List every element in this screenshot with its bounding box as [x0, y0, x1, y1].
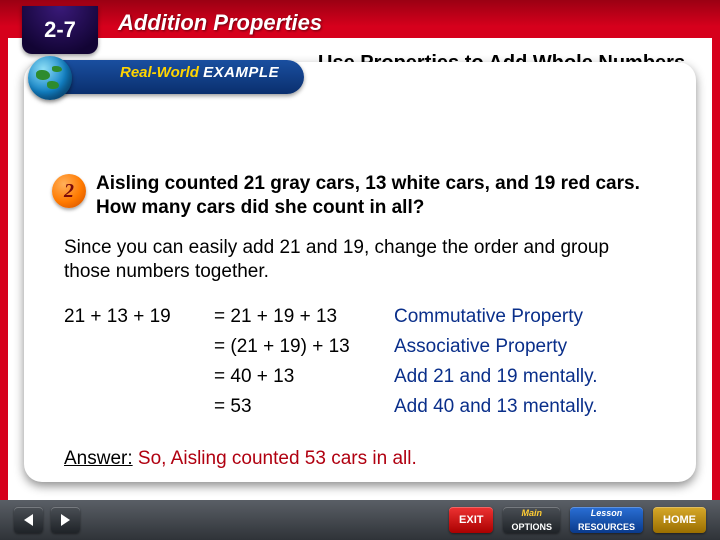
work-lhs: 21 + 13 + 19 — [64, 306, 214, 328]
home-button[interactable]: HOME — [653, 507, 706, 533]
next-button[interactable] — [51, 507, 80, 533]
lesson-band — [0, 0, 720, 38]
work-expr: = 53 — [214, 396, 394, 418]
lesson-top: Lesson — [591, 509, 623, 518]
work-row: 21 + 13 + 19 = 21 + 19 + 13 Commutative … — [64, 306, 666, 328]
globe-icon — [28, 56, 72, 100]
work-expr: = (21 + 19) + 13 — [214, 336, 394, 358]
exit-label: EXIT — [459, 514, 483, 526]
bottom-nav: EXIT Main OPTIONS Lesson RESOURCES HOME — [0, 500, 720, 540]
work-reason: Add 40 and 13 mentally. — [394, 396, 666, 418]
work-expr: = 21 + 19 + 13 — [214, 306, 394, 328]
work-reason: Associative Property — [394, 336, 666, 358]
answer-label: Answer: — [64, 448, 133, 469]
ribbon-suffix: EXAMPLE — [203, 64, 279, 81]
lesson-bottom: RESOURCES — [578, 523, 635, 532]
work-reason: Add 21 and 19 mentally. — [394, 366, 666, 388]
exit-button[interactable]: EXIT — [449, 507, 493, 533]
ribbon-prefix: Real-World — [120, 64, 199, 81]
main-top: Main — [521, 509, 542, 518]
problem-text: Aisling counted 21 gray cars, 13 white c… — [96, 172, 656, 220]
content-card: 2 Aisling counted 21 gray cars, 13 white… — [24, 62, 696, 482]
work-reason: Commutative Property — [394, 306, 666, 328]
worked-steps: 21 + 13 + 19 = 21 + 19 + 13 Commutative … — [64, 298, 666, 426]
work-row: = 40 + 13 Add 21 and 19 mentally. — [64, 366, 666, 388]
triangle-left-icon — [24, 514, 33, 526]
lesson-title: Addition Properties — [118, 10, 322, 36]
main-bottom: OPTIONS — [511, 523, 552, 532]
home-label: HOME — [663, 514, 696, 526]
lesson-number: 2-7 — [44, 17, 76, 43]
work-row: = 53 Add 40 and 13 mentally. — [64, 396, 666, 418]
explanation-text: Since you can easily add 21 and 19, chan… — [64, 236, 656, 284]
prev-button[interactable] — [14, 507, 43, 533]
main-options-button[interactable]: Main OPTIONS — [503, 507, 560, 533]
work-row: = (21 + 19) + 13 Associative Property — [64, 336, 666, 358]
example-ribbon: Real-World EXAMPLE — [14, 54, 314, 100]
lesson-number-tab: 2-7 — [22, 6, 98, 54]
lesson-resources-button[interactable]: Lesson RESOURCES — [570, 507, 643, 533]
svg-text:2: 2 — [63, 180, 74, 202]
answer-text: So, Aisling counted 53 cars in all. — [138, 448, 417, 469]
example-number-badge: 2 — [52, 174, 86, 208]
triangle-right-icon — [61, 514, 70, 526]
work-expr: = 40 + 13 — [214, 366, 394, 388]
slide-frame: 2-7 Addition Properties Real-World EXAMP… — [0, 0, 720, 540]
answer-line: Answer: So, Aisling counted 53 cars in a… — [64, 448, 666, 470]
